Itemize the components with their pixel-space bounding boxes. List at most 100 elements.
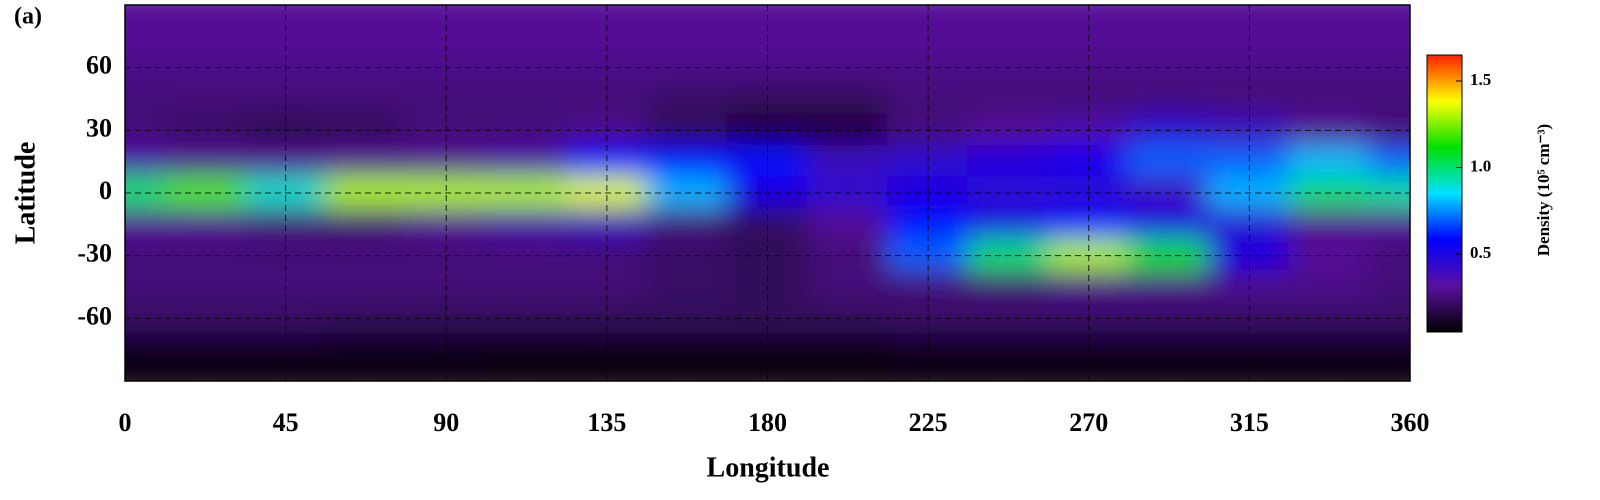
density-cell <box>485 19 568 54</box>
density-cell <box>646 207 729 241</box>
density-cell <box>405 5 488 22</box>
density-cell <box>1127 19 1211 54</box>
density-cell <box>244 364 327 381</box>
density-cell <box>324 5 408 22</box>
density-cell <box>646 82 729 116</box>
density-cell <box>1368 19 1410 54</box>
density-cell <box>1208 5 1291 22</box>
density-cell <box>967 364 1050 381</box>
density-cell <box>164 145 247 179</box>
density-cell <box>565 364 649 381</box>
density-cell <box>806 19 889 54</box>
density-cell <box>164 82 247 116</box>
density-cell <box>1288 333 1371 367</box>
density-cell <box>1368 207 1410 241</box>
density-cell <box>806 82 889 116</box>
density-cell <box>324 82 408 116</box>
density-cell <box>726 5 809 22</box>
density-cell <box>565 5 649 22</box>
density-cell <box>1368 333 1410 367</box>
density-cell <box>324 207 408 241</box>
y-axis-label: Latitude <box>10 142 41 245</box>
density-cell <box>164 5 247 22</box>
x-axis-label: Longitude <box>707 452 830 483</box>
density-cell <box>967 82 1050 116</box>
density-cell <box>485 270 568 304</box>
density-cell <box>485 364 568 381</box>
y-tick-label: -30 <box>77 239 112 268</box>
plot-frame <box>124 4 1411 382</box>
density-cell <box>1288 270 1371 304</box>
density-cell <box>967 5 1050 22</box>
density-cell <box>125 82 167 116</box>
density-cell <box>324 270 408 304</box>
density-cell <box>125 19 167 54</box>
density-cell <box>967 19 1050 54</box>
density-cell <box>324 19 408 54</box>
density-cell <box>485 145 568 179</box>
x-tick-label: 315 <box>1230 408 1269 437</box>
colorbar-label: Density (10⁵ cm⁻³) <box>1534 124 1553 256</box>
density-cell <box>405 364 488 381</box>
density-cell <box>967 270 1050 304</box>
x-tick-label: 225 <box>909 408 948 437</box>
density-cell <box>1368 5 1410 22</box>
density-cell <box>886 364 970 381</box>
density-cell <box>1127 333 1211 367</box>
density-cell <box>164 19 247 54</box>
colorbar-tick-label: 1.0 <box>1470 156 1491 175</box>
density-cell <box>125 145 167 179</box>
colorbar <box>1426 54 1463 333</box>
density-cell <box>1127 82 1211 116</box>
density-cell <box>1368 82 1410 116</box>
density-cell <box>125 5 167 22</box>
x-tick-label: 135 <box>587 408 626 437</box>
density-cell <box>1288 82 1371 116</box>
density-cell <box>125 333 167 367</box>
axes: 0 45 90 135 180 225 270 315 360 60 30 0 -30 -60 <box>77 5 1430 437</box>
density-cell <box>324 333 408 367</box>
density-cell <box>646 270 729 304</box>
density-cell <box>646 333 729 367</box>
density-cell <box>806 145 889 179</box>
x-tick-label: 45 <box>273 408 299 437</box>
density-cell <box>806 270 889 304</box>
density-cell <box>485 5 568 22</box>
density-cell <box>485 333 568 367</box>
density-cell <box>485 82 568 116</box>
y-tick-label: -60 <box>77 301 112 330</box>
density-cell <box>806 333 889 367</box>
density-cell <box>1127 145 1211 179</box>
density-cell <box>164 270 247 304</box>
x-tick-label: 0 <box>119 408 132 437</box>
density-cell <box>646 145 729 179</box>
density-cell <box>886 5 970 22</box>
density-cell <box>806 364 889 381</box>
density-cell <box>1288 19 1371 54</box>
density-cell <box>967 333 1050 367</box>
density-cell <box>967 145 1050 179</box>
colorbar-tick-label: 0.5 <box>1470 243 1491 262</box>
density-cell <box>244 5 327 22</box>
density-cell <box>1047 5 1130 22</box>
panel-label: (a) <box>14 4 42 30</box>
density-cell <box>1208 364 1291 381</box>
density-cell <box>125 270 167 304</box>
density-cell <box>1288 207 1371 241</box>
density-cell <box>1288 145 1371 179</box>
density-cell <box>967 207 1050 241</box>
density-cell <box>1288 5 1371 22</box>
colorbar-tick-label: 1.5 <box>1470 70 1491 89</box>
density-cell <box>164 333 247 367</box>
density-cell <box>806 207 889 241</box>
density-cell <box>324 145 408 179</box>
density-cell <box>1127 364 1211 381</box>
density-cell <box>1127 270 1211 304</box>
density-cell <box>324 364 408 381</box>
y-tick-label: 0 <box>99 176 112 205</box>
density-cell <box>485 207 568 241</box>
density-cell <box>1368 364 1410 381</box>
density-cell <box>726 364 809 381</box>
y-tick-label: 60 <box>86 51 112 80</box>
